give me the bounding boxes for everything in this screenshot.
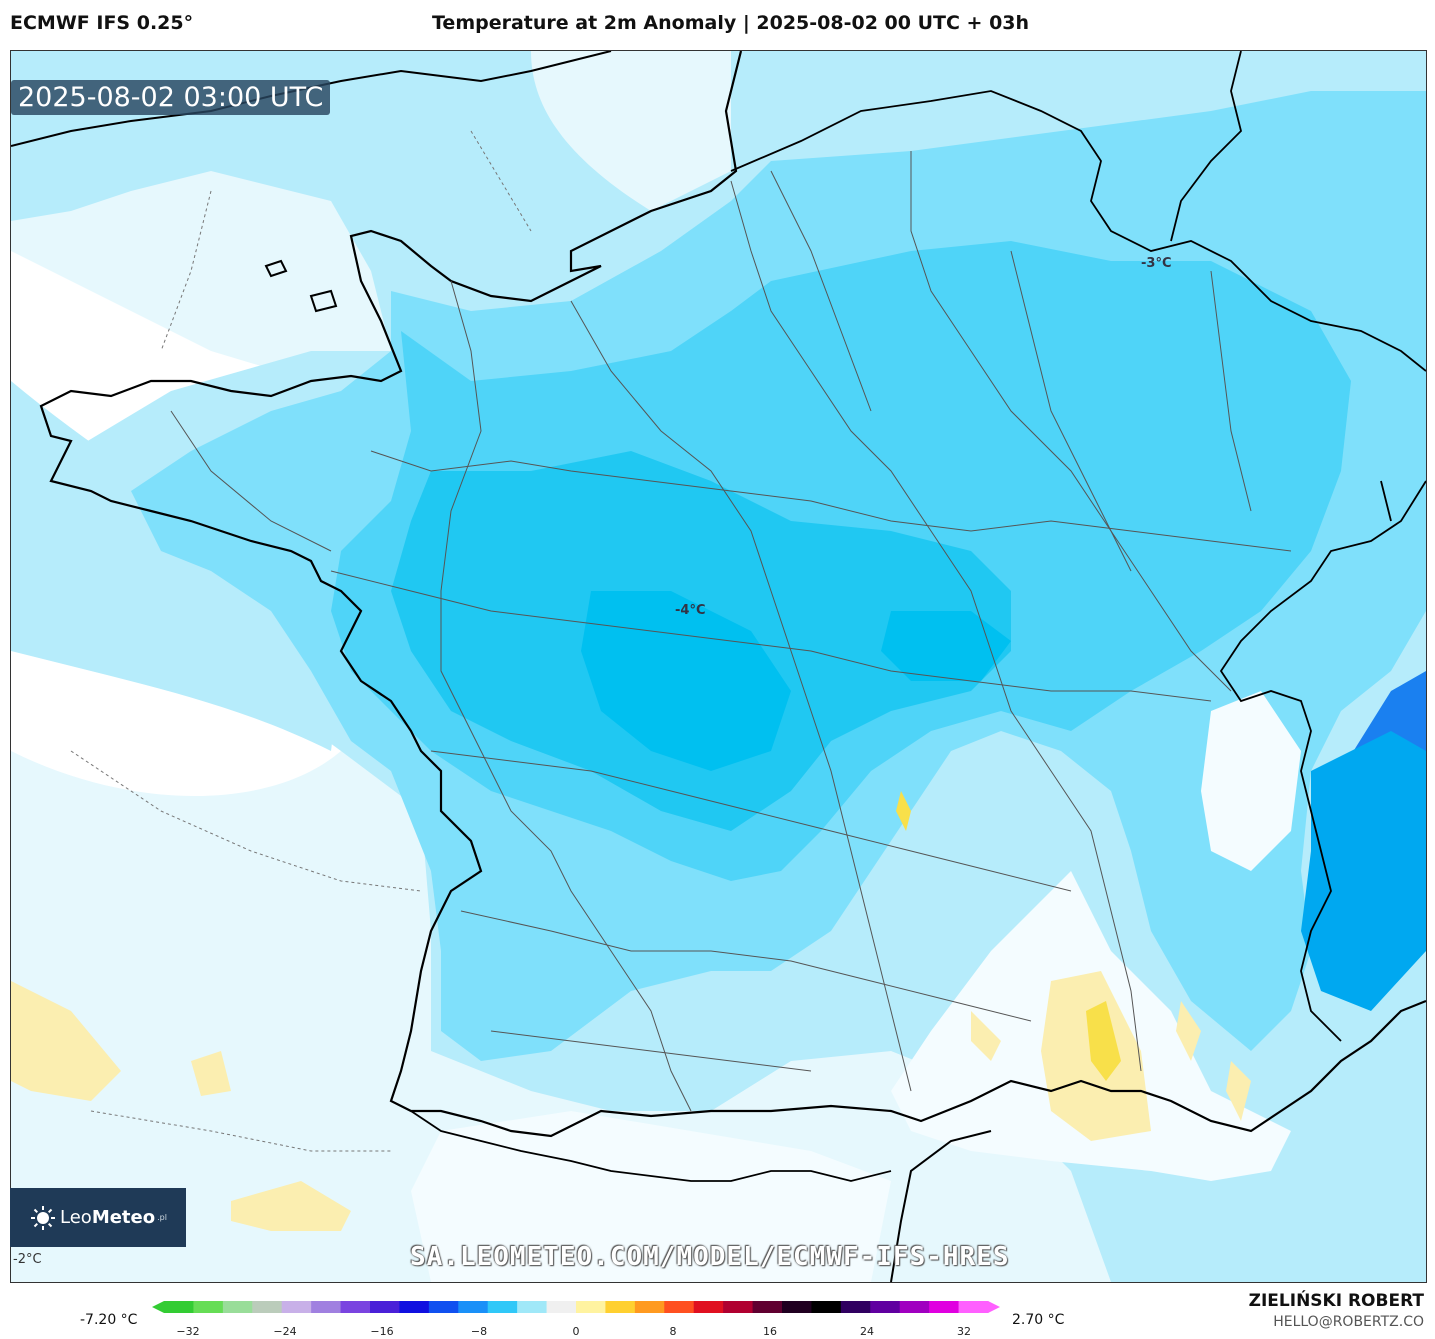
corner-contour-label: -2°C: [13, 1252, 42, 1267]
colorbar-segment: [811, 1301, 842, 1313]
leometeo-logo[interactable]: LeoMeteo .pl: [10, 1188, 186, 1247]
coastline-uk: [11, 51, 612, 147]
colorbar-segment: [399, 1301, 430, 1313]
sea-boundaries: [70, 130, 532, 1152]
colorbar-tick-label: 0: [572, 1325, 580, 1338]
anomaly-positive-small1: [191, 1051, 231, 1096]
coastline-channel-islands: [264, 259, 338, 313]
contour-label-minus3: -3°C: [1141, 256, 1172, 271]
colorbar-segment: [870, 1301, 901, 1313]
anomaly-positive-provence-core: [1086, 1001, 1121, 1081]
colorbar-segment: [576, 1301, 606, 1313]
colorbar-segment: [605, 1301, 636, 1313]
colorbar-segment: [723, 1301, 754, 1313]
colorbar-segment: [164, 1301, 194, 1313]
anomaly-positive-small3: [971, 1011, 1001, 1061]
model-name: ECMWF IFS 0.25°: [10, 12, 194, 34]
anomaly-positive-atlantic: [11, 981, 121, 1101]
sun-icon: [31, 1205, 55, 1230]
source-url-watermark: SA.LEOMETEO.COM/MODEL/ECMWF-IFS-HRES: [410, 1242, 1010, 1272]
colorbar-segment: [281, 1301, 312, 1313]
author-email[interactable]: HELLO@ROBERTZ.CO: [1273, 1314, 1424, 1330]
border-swiss-italy: [1219, 480, 1426, 1042]
contour-label-minus4: -4°C: [675, 603, 706, 618]
map-title: Temperature at 2m Anomaly | 2025-08-02 0…: [432, 12, 1030, 34]
coastline: [39, 51, 1426, 1138]
colorbar-segment: [458, 1301, 489, 1313]
color-scale-bar: [152, 1301, 1000, 1313]
anomaly-band-5: [581, 591, 791, 771]
logo-text: LeoMeteo: [60, 1207, 156, 1228]
colorbar-tick-label: 16: [763, 1325, 777, 1338]
map-panel: -4°C -3°C: [10, 50, 1427, 1283]
colorbar-segment: [370, 1301, 400, 1313]
logo-suffix: .pl: [157, 1213, 167, 1222]
colorbar-tick-label: 8: [669, 1325, 677, 1338]
anomaly-positive-small2: [1226, 1061, 1251, 1121]
colorbar-segment: [958, 1301, 989, 1313]
colorbar-segment: [252, 1301, 283, 1313]
colorbar-low-arrow: [152, 1301, 164, 1313]
coastline-spain: [890, 1130, 992, 1282]
colorbar-segment: [840, 1301, 871, 1313]
colorbar-segment: [311, 1301, 342, 1313]
colorbar-tick-label: −8: [470, 1325, 488, 1338]
colorbar-segment: [782, 1301, 812, 1313]
anomaly-positive-small5: [896, 791, 911, 831]
temperature-anomaly-map: [11, 51, 1426, 1282]
border-germany: [1170, 51, 1392, 522]
color-scale-ticks: −32 −24 −16 −8 0 8 16 24 32: [152, 1325, 1000, 1339]
region-borders: [170, 151, 1292, 1112]
border-east: [730, 90, 1426, 372]
colorbar-segment: [634, 1301, 665, 1313]
colorbar-tick-label: −16: [370, 1325, 394, 1338]
author-name: ZIELIŃSKI ROBERT: [1248, 1291, 1424, 1311]
colorbar-segment: [517, 1301, 548, 1313]
anomaly-alps-medium: [1301, 731, 1426, 1011]
colorbar-segment: [693, 1301, 724, 1313]
colorbar-tick-label: −32: [176, 1325, 200, 1338]
colorbar-segment: [546, 1301, 577, 1313]
colorbar-segment: [487, 1301, 518, 1313]
colorbar-segment: [899, 1301, 930, 1313]
colorbar-high-arrow: [988, 1301, 1000, 1313]
colorbar-segment: [193, 1301, 224, 1313]
colorbar-segment: [340, 1301, 371, 1313]
colorbar-segment: [664, 1301, 695, 1313]
valid-time-badge: 2025-08-02 03:00 UTC: [11, 80, 331, 115]
anomaly-band-1-west: [11, 381, 341, 751]
anomaly-band-5-east: [881, 611, 1011, 681]
anomaly-positive-small4: [1176, 1001, 1201, 1061]
colorbar-tick-label: 32: [957, 1325, 971, 1338]
legend-max-value: 2.70 °C: [1012, 1312, 1065, 1328]
colorbar-tick-label: 24: [860, 1325, 874, 1338]
colorbar-segment: [929, 1301, 960, 1313]
anomaly-zero-alps: [1201, 691, 1301, 871]
colorbar-segment: [752, 1301, 783, 1313]
anomaly-positive-spain: [231, 1181, 351, 1231]
colorbar-tick-label: −24: [273, 1325, 297, 1338]
colorbar-segment: [222, 1301, 253, 1313]
colorbar-segment: [428, 1301, 459, 1313]
legend-min-value: -7.20 °C: [80, 1312, 138, 1328]
border-spain: [410, 1110, 892, 1182]
